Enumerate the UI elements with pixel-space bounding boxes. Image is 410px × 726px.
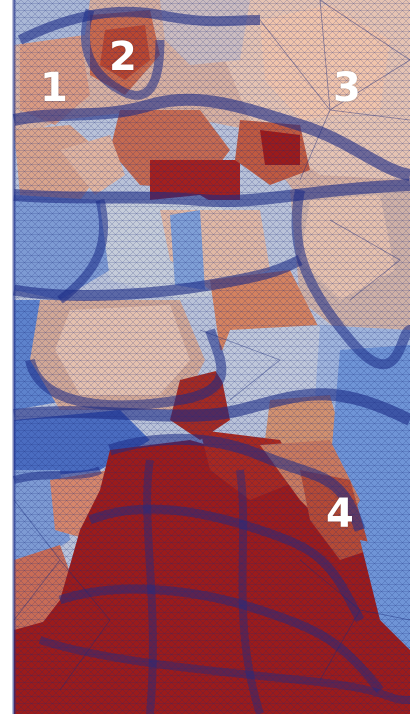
grain-boundaries (12, 0, 410, 716)
coarse-mesh-edges (13, 0, 410, 691)
bottom-margin (0, 714, 410, 726)
